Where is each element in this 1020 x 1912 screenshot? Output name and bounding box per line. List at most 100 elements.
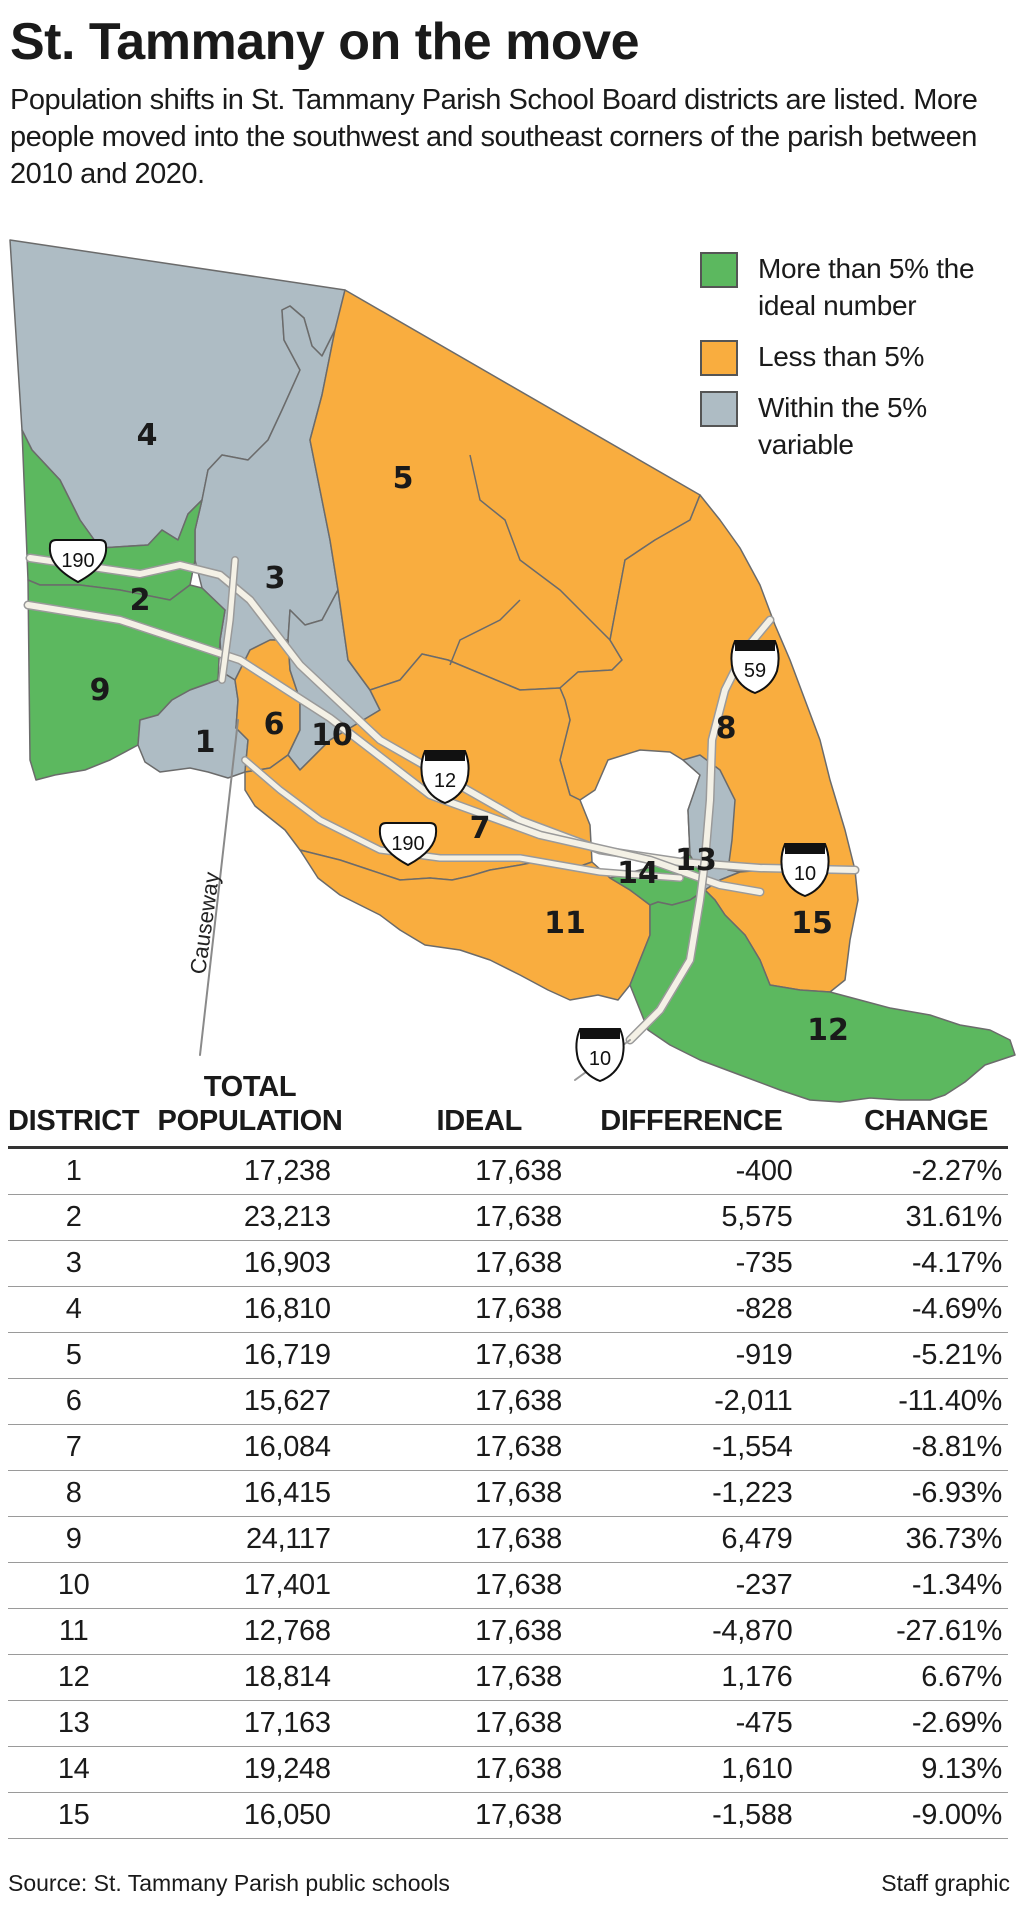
cell-difference: 6,479 (562, 1516, 793, 1563)
legend-swatch-within (700, 391, 738, 427)
cell-ideal: 17,638 (360, 1424, 562, 1471)
cell-district: 15 (8, 1792, 140, 1839)
cell-ideal: 17,638 (360, 1470, 562, 1517)
cell-difference: -475 (562, 1700, 793, 1747)
cell-population: 12,768 (139, 1608, 361, 1655)
cell-ideal: 17,638 (360, 1654, 562, 1701)
cell-difference: -1,223 (562, 1470, 793, 1517)
district-label-12: 12 (807, 1013, 849, 1048)
header-difference: DIFFERENCE (562, 1070, 793, 1149)
cell-population: 16,050 (139, 1792, 361, 1839)
cell-district: 1 (8, 1147, 140, 1195)
cell-population: 16,903 (139, 1240, 361, 1287)
district-label-14: 14 (617, 856, 659, 891)
district-label-1: 1 (195, 725, 216, 760)
table-row: 13 17,163 17,638 -475 -2.69% (8, 1700, 1008, 1747)
cell-change: -6.93% (792, 1470, 1008, 1517)
cell-ideal: 17,638 (360, 1700, 562, 1747)
legend-label: variable (758, 429, 854, 460)
table-row: 9 24,117 17,638 6,479 36.73% (8, 1516, 1008, 1563)
cell-change: -11.40% (792, 1378, 1008, 1425)
table-row: 1 17,238 17,638 -400 -2.27% (8, 1147, 1008, 1195)
cell-change: -5.21% (792, 1332, 1008, 1379)
table-row: 11 12,768 17,638 -4,870 -27.61% (8, 1608, 1008, 1655)
cell-population: 19,248 (139, 1746, 361, 1793)
district-label-9: 9 (90, 673, 111, 708)
cell-district: 10 (8, 1562, 140, 1609)
svg-text:59: 59 (744, 660, 766, 682)
cell-population: 18,814 (139, 1654, 361, 1701)
cell-district: 3 (8, 1240, 140, 1287)
cell-ideal: 17,638 (360, 1240, 562, 1287)
cell-change: -8.81% (792, 1424, 1008, 1471)
district-12-region (629, 889, 1016, 1103)
i-12-shield: 12 (420, 750, 470, 805)
district-label-7: 7 (470, 811, 491, 846)
cell-change: 36.73% (792, 1516, 1008, 1563)
cell-change: -4.69% (792, 1286, 1008, 1333)
cell-population: 17,238 (139, 1147, 361, 1195)
cell-difference: -237 (562, 1562, 793, 1609)
cell-population: 24,117 (139, 1516, 361, 1563)
cell-change: 6.67% (792, 1654, 1008, 1701)
cell-population: 16,810 (139, 1286, 361, 1333)
district-label-8: 8 (716, 711, 737, 746)
svg-text:10: 10 (794, 863, 816, 885)
cell-ideal: 17,638 (360, 1746, 562, 1793)
svg-text:190: 190 (391, 833, 424, 855)
table-row: 6 15,627 17,638 -2,011 -11.40% (8, 1378, 1008, 1425)
cell-district: 14 (8, 1746, 140, 1793)
district-label-6: 6 (264, 707, 285, 742)
cell-difference: -2,011 (562, 1378, 793, 1425)
cell-population: 17,401 (139, 1562, 361, 1609)
cell-difference: 1,610 (562, 1746, 793, 1793)
cell-ideal: 17,638 (360, 1516, 562, 1563)
population-table: DISTRICT TOTAL POPULATION IDEAL DIFFEREN… (8, 1070, 1008, 1839)
us-190-shield-south: 190 (378, 822, 438, 867)
legend-item-under: Less than 5% (700, 338, 1020, 376)
table-row: 15 16,050 17,638 -1,588 -9.00% (8, 1792, 1008, 1839)
cell-difference: -400 (562, 1147, 793, 1195)
header-district: DISTRICT (8, 1070, 140, 1149)
cell-change: -2.27% (792, 1147, 1008, 1195)
i-10-shield-east: 10 (780, 843, 830, 898)
legend-swatch-over (700, 252, 738, 288)
district-label-5: 5 (393, 461, 414, 496)
cell-district: 12 (8, 1654, 140, 1701)
header-total-population: TOTAL POPULATION (139, 1070, 361, 1149)
legend-swatch-under (700, 340, 738, 376)
us-190-shield-west: 190 (48, 539, 108, 584)
header-change: CHANGE (792, 1070, 1008, 1149)
cell-population: 16,719 (139, 1332, 361, 1379)
map-legend: More than 5% the ideal number Less than … (700, 250, 1020, 477)
cell-difference: -1,588 (562, 1792, 793, 1839)
cell-population: 16,084 (139, 1424, 361, 1471)
svg-text:12: 12 (434, 770, 456, 792)
district-label-10: 10 (311, 718, 353, 753)
cell-ideal: 17,638 (360, 1332, 562, 1379)
boundary-line (469, 454, 611, 641)
table-row: 2 23,213 17,638 5,575 31.61% (8, 1194, 1008, 1241)
cell-difference: 1,176 (562, 1654, 793, 1701)
cell-district: 2 (8, 1194, 140, 1241)
cell-district: 8 (8, 1470, 140, 1517)
boundary-line (449, 599, 521, 666)
table-row: 14 19,248 17,638 1,610 9.13% (8, 1746, 1008, 1793)
cell-change: -2.69% (792, 1700, 1008, 1747)
source-note: Source: St. Tammany Parish public school… (8, 1870, 450, 1896)
cell-ideal: 17,638 (360, 1147, 562, 1195)
cell-change: 9.13% (792, 1746, 1008, 1793)
table-row: 8 16,415 17,638 -1,223 -6.93% (8, 1470, 1008, 1517)
cell-population: 16,415 (139, 1470, 361, 1517)
legend-item-within: Within the 5% variable (700, 389, 1020, 463)
cell-ideal: 17,638 (360, 1562, 562, 1609)
cell-difference: -1,554 (562, 1424, 793, 1471)
cell-district: 6 (8, 1378, 140, 1425)
cell-difference: -735 (562, 1240, 793, 1287)
district-label-4: 4 (137, 418, 158, 453)
header-pop-line2: POPULATION (157, 1105, 343, 1137)
header-pop-line1: TOTAL (203, 1071, 297, 1103)
table-header-row: DISTRICT TOTAL POPULATION IDEAL DIFFEREN… (8, 1070, 1008, 1149)
district-label-15: 15 (791, 906, 833, 941)
cell-ideal: 17,638 (360, 1378, 562, 1425)
